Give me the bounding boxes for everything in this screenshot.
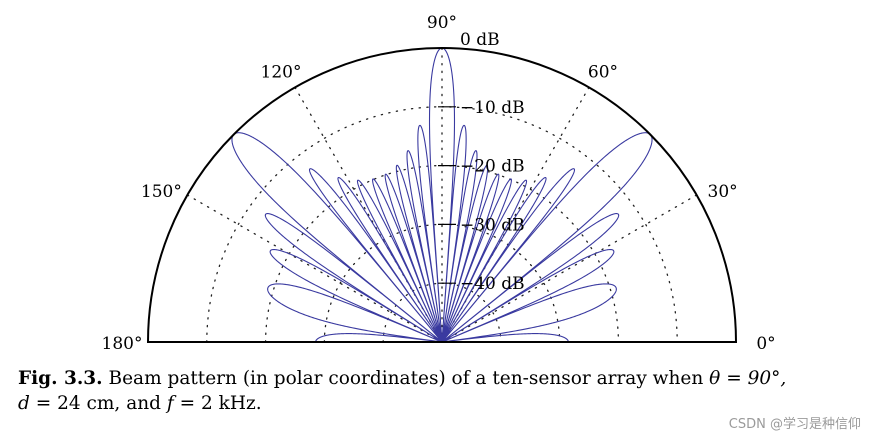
caption-line-2: d = 24 cm, and f = 2 kHz. [18, 391, 863, 416]
caption-f-value: = 2 kHz. [173, 393, 262, 414]
caption-text: Beam pattern (in polar coordinates) of a… [102, 368, 710, 389]
angle-label-30: 30° [708, 182, 738, 202]
radial-tick-label-40: −40 dB [460, 274, 525, 294]
grid-spoke-30 [441, 194, 698, 343]
radial-tick-label-30: −30 dB [460, 215, 525, 235]
grid-spoke-60 [441, 86, 590, 343]
angle-label-120: 120° [261, 62, 302, 82]
beam-pattern-chart: 0 dB −10 dB −20 dB −30 dB −40 dB 0° 30° 60° 90° 1… [102, 13, 776, 354]
caption-d-symbol: d [18, 393, 30, 414]
angle-label-60: 60° [588, 62, 618, 82]
figure-caption: Fig. 3.3. Beam pattern (in polar coordin… [18, 366, 863, 416]
radial-tick-label-0: 0 dB [460, 30, 500, 50]
watermark: CSDN @学习是种信仰 [728, 417, 861, 432]
caption-line-1: Fig. 3.3. Beam pattern (in polar coordin… [18, 366, 863, 391]
caption-f-symbol: f [166, 393, 174, 414]
caption-theta: θ = 90°, [709, 368, 787, 389]
angle-label-180: 180° [102, 334, 143, 354]
radial-tick-label-20: −20 dB [460, 157, 525, 177]
angle-label-150: 150° [141, 182, 182, 202]
radial-tick-label-10: −10 dB [460, 98, 525, 118]
angle-label-0: 0° [756, 334, 775, 354]
angle-label-90: 90° [427, 13, 457, 33]
caption-d-value: = 24 cm, and [29, 393, 167, 414]
grid-spoke-120 [294, 86, 443, 343]
grid-circle-20db [264, 165, 620, 343]
outer-boundary [146, 47, 738, 343]
caption-label: Fig. 3.3. [18, 368, 103, 389]
grid-spoke-150 [186, 194, 443, 343]
